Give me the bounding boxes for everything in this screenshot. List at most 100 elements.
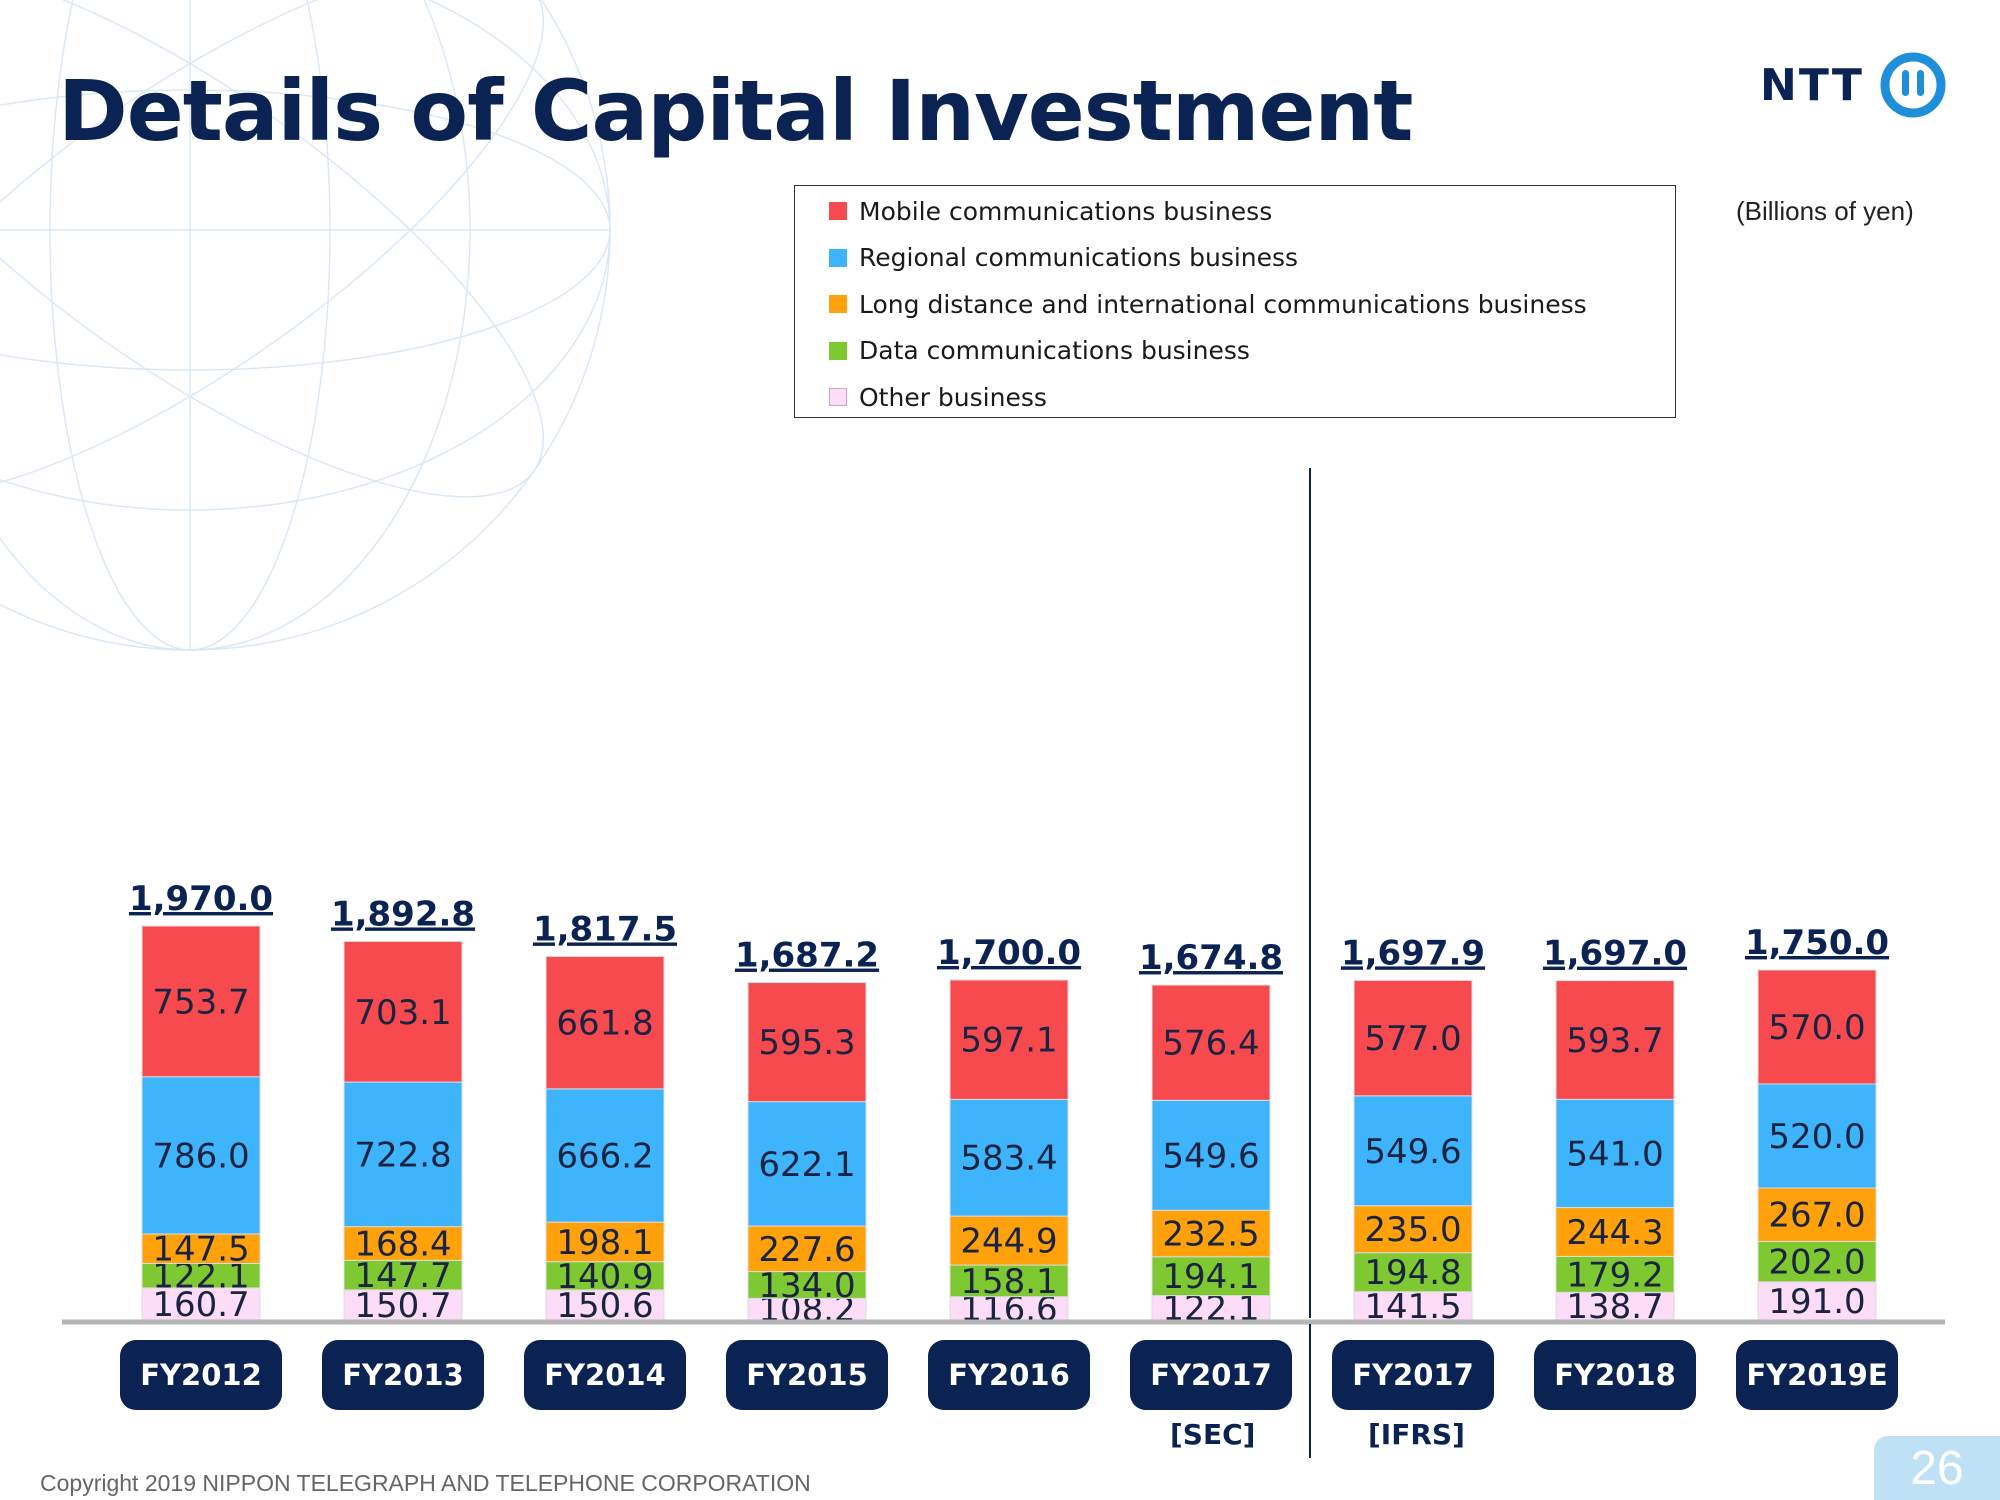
total-label: 1,700.0 [937,933,1081,973]
data-label: 232.5 [1162,1215,1259,1255]
bar-segment [1353,1095,1473,1207]
data-label: 198.1 [556,1223,653,1263]
category-label: FY2017 [1332,1340,1494,1410]
data-label: 520.0 [1768,1117,1865,1157]
data-label: 622.1 [758,1145,855,1185]
total-label: 1,817.5 [533,909,677,949]
bar-segment [1555,1098,1675,1209]
bar-segment [1757,969,1877,1085]
category-label: FY2012 [120,1340,282,1410]
bar-segment [1151,1256,1271,1297]
data-label: 722.8 [354,1135,451,1175]
legend-item: Long distance and international communic… [829,289,1587,319]
legend-swatch [829,341,847,360]
category-label: FY2014 [524,1340,686,1410]
total-label: 1,697.9 [1341,933,1485,973]
bar-segment [1555,1207,1675,1257]
total-label: 1,687.2 [735,936,879,976]
bar-segment [1757,1187,1877,1242]
bar-segment [141,1076,261,1235]
logo-text: NTT [1760,59,1864,111]
legend-label: Regional communications business [859,243,1299,272]
legend-item: Regional communications business [829,243,1298,273]
legend-label: Long distance and international communic… [859,289,1587,319]
legend-label: Mobile communications business [859,196,1273,226]
bar-segment [949,1215,1069,1266]
data-label: 191.0 [1768,1282,1865,1322]
total-label: 1,674.8 [1139,938,1283,978]
data-label: 147.5 [152,1230,249,1270]
data-label: 134.0 [758,1266,855,1306]
bar-segment [545,1088,665,1223]
bar-segment [1353,1252,1473,1293]
data-label: 661.8 [556,1004,653,1044]
legend-item: Mobile communications business [829,196,1272,226]
bar-segment [545,1261,665,1291]
legend-swatch [829,202,847,220]
bar-segment [545,955,665,1090]
data-label: 147.7 [354,1256,451,1296]
legend-item: Data communications business [829,336,1250,366]
page-title: Details of Capital Investment [58,62,1413,160]
legend-swatch [829,295,847,313]
data-label: 194.8 [1364,1253,1461,1293]
bar-segment [1151,1099,1271,1211]
bar-segment [343,1289,463,1321]
data-label: 666.2 [556,1136,653,1176]
data-label: 227.6 [758,1230,855,1270]
data-label: 583.4 [960,1139,1057,1179]
data-label: 160.7 [152,1285,249,1325]
data-label: 140.9 [556,1257,653,1297]
data-label: 549.6 [1364,1132,1461,1172]
bar-segment [949,979,1069,1100]
bar-segment [141,1287,261,1321]
bar-segment [343,1081,463,1228]
bar-segment [1151,984,1271,1101]
bar-segment [1555,980,1675,1100]
data-label: 194.1 [1162,1257,1259,1297]
data-label: 158.1 [960,1262,1057,1302]
data-label: 541.0 [1566,1134,1663,1174]
ntt-logo-icon [1880,52,1946,118]
total-label: 1,970.0 [129,879,273,919]
bar-segment [1757,1083,1877,1189]
units-label: (Billions of yen) [1736,196,1914,226]
bar-segment [1555,1291,1675,1321]
data-label: 577.0 [1364,1019,1461,1059]
bar-segment [141,925,261,1078]
category-label: FY2015 [726,1340,888,1410]
category-label: FY2019E [1736,1340,1898,1410]
data-label: 597.1 [960,1021,1057,1061]
bar-segment [1353,1205,1473,1254]
data-label: 150.6 [556,1286,653,1326]
copyright-footer: Copyright 2019 NIPPON TELEGRAPH AND TELE… [40,1470,811,1496]
chart-legend: Mobile communications business Regional c… [794,185,1676,418]
data-label: 593.7 [1566,1021,1663,1061]
ifrs-note: [IFRS] [1368,1418,1465,1451]
bar-segment [141,1262,261,1289]
ntt-logo: NTT [1760,50,1948,120]
legend-label: Data communications business [859,336,1250,365]
category-label: FY2017 [1130,1340,1292,1410]
total-label: 1,892.8 [331,894,475,934]
data-label: 786.0 [152,1136,249,1176]
data-label: 244.9 [960,1222,1057,1262]
data-label: 703.1 [354,993,451,1033]
category-label: FY2013 [322,1340,484,1410]
bar-segment [1555,1255,1675,1293]
bar-segment [343,940,463,1083]
legend-label: Other business [859,382,1047,412]
bar-segment [1353,1291,1473,1321]
legend-swatch [829,388,847,406]
category-label: FY2018 [1534,1340,1696,1410]
data-label: 168.4 [354,1224,451,1264]
page-number: 26 [1874,1436,2000,1500]
data-label: 595.3 [758,1023,855,1063]
total-label: 1,750.0 [1745,923,1889,963]
legend-swatch [829,248,847,267]
data-label: 244.3 [1566,1213,1663,1253]
bar-segment [343,1226,463,1261]
